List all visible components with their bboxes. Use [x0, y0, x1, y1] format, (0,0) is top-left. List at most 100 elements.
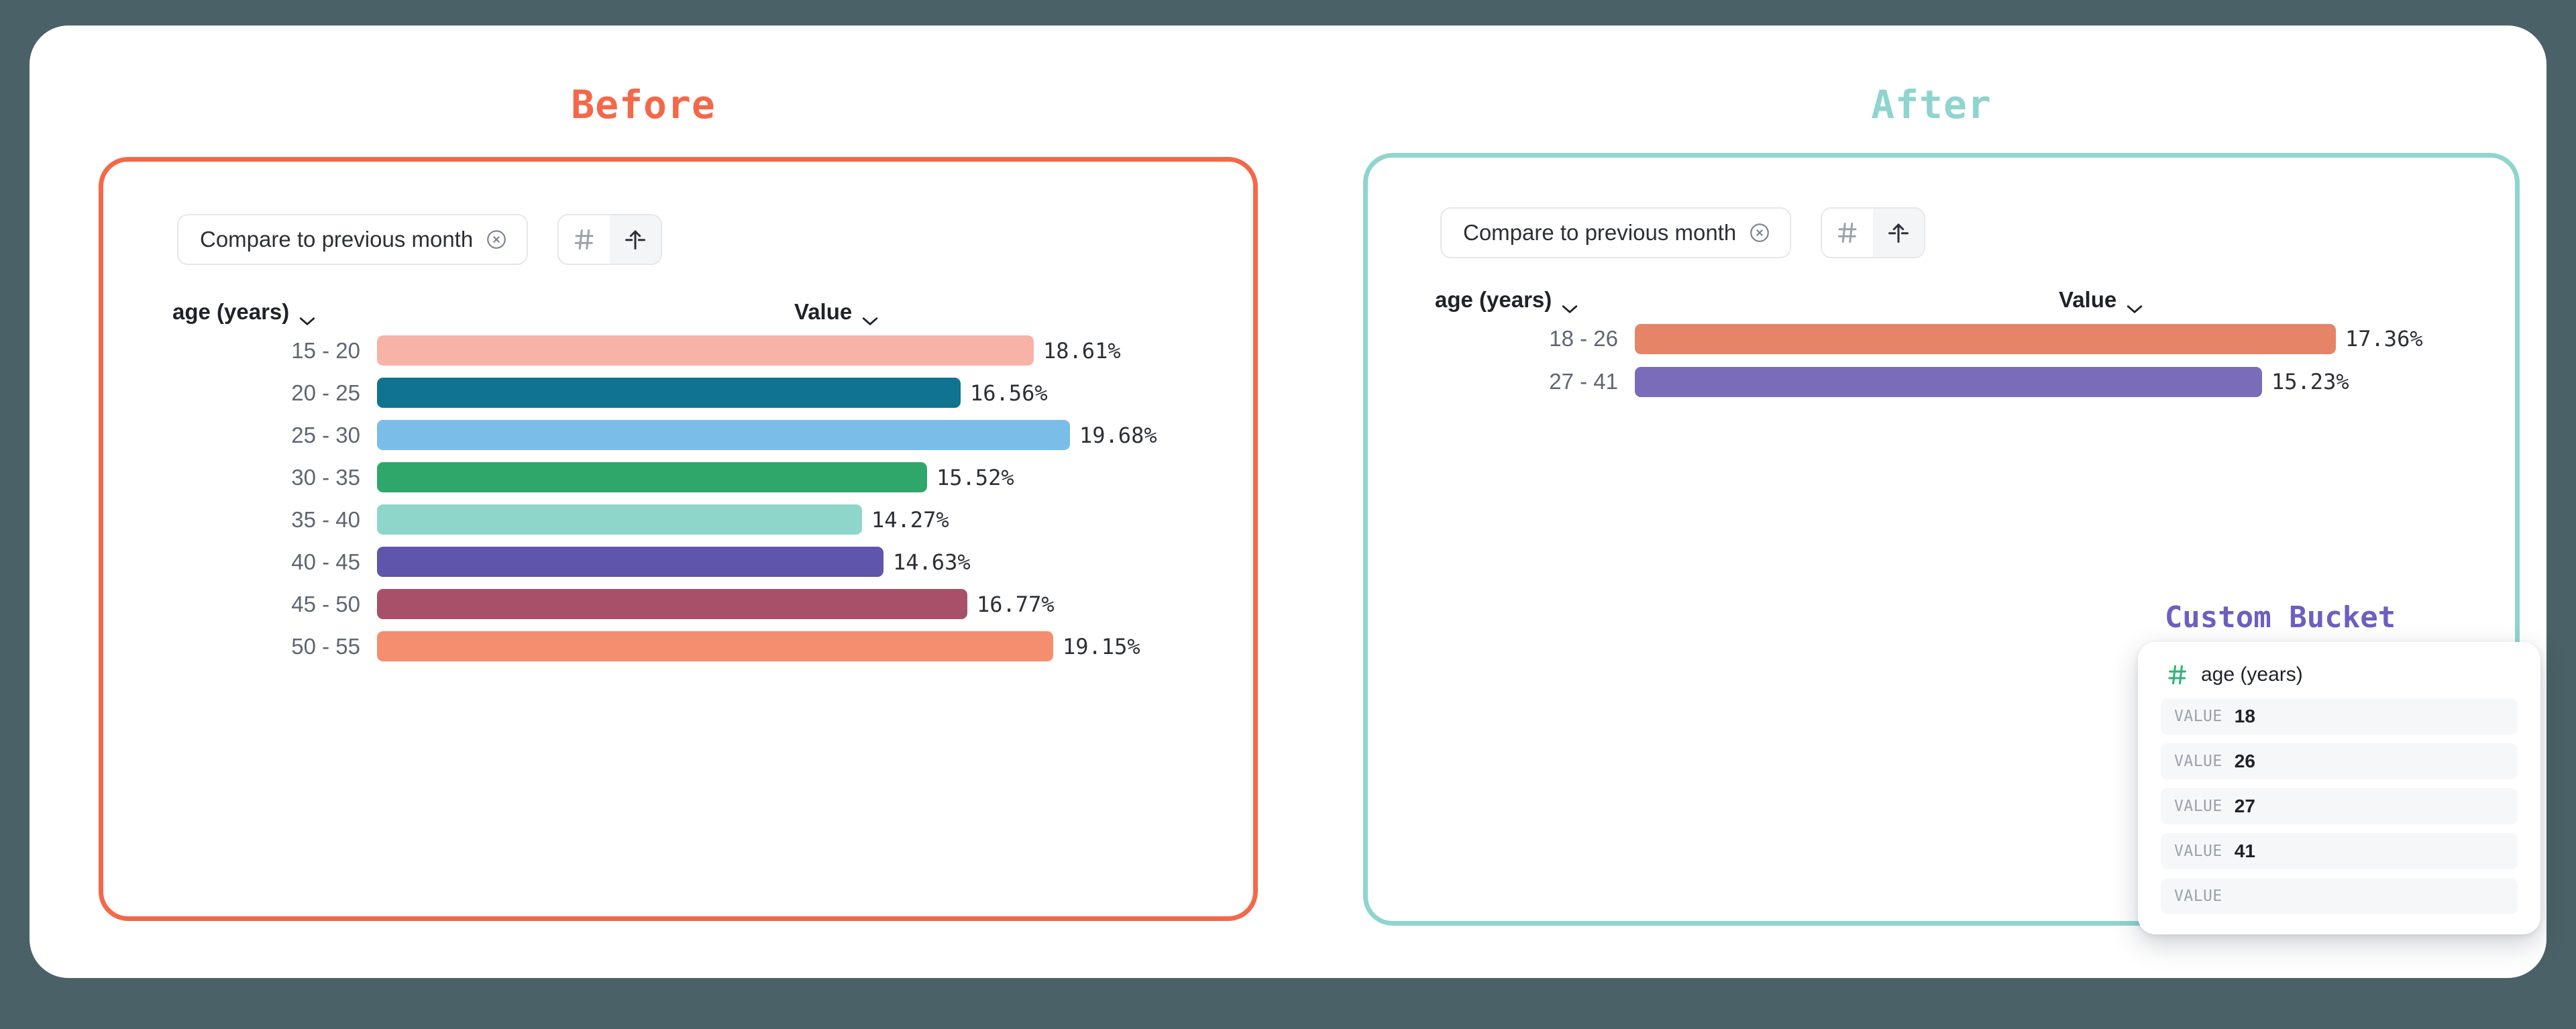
bar[interactable] [377, 378, 961, 408]
bar-track: 19.15% [377, 631, 1140, 661]
column-header-dimension-label: age (years) [1435, 287, 1552, 312]
bar[interactable] [1635, 366, 2262, 397]
compare-chip-label: Compare to previous month [1463, 220, 1737, 245]
close-circle-icon[interactable] [1748, 221, 1771, 244]
bar-category-label: 18 - 26 [1549, 326, 1618, 351]
bar[interactable] [377, 589, 967, 619]
bar-row[interactable]: 45 - 50 16.77% [103, 583, 1253, 625]
bar-value-label: 19.15% [1063, 633, 1140, 659]
axis-arrow-icon [1886, 221, 1911, 245]
custom-bucket-row-value[interactable]: 26 [2234, 751, 2255, 771]
close-circle-icon[interactable] [485, 228, 508, 251]
bar-value-label: 17.36% [2345, 326, 2423, 351]
bar-row[interactable]: 30 - 35 15.52% [103, 456, 1253, 498]
axis-arrow-icon-button[interactable] [610, 215, 661, 264]
bar[interactable] [1635, 323, 2336, 354]
custom-bucket-row-value[interactable]: 27 [2234, 796, 2255, 816]
custom-bucket-row[interactable]: VALUE [2161, 878, 2518, 914]
bar-category-label: 27 - 41 [1549, 369, 1618, 394]
bar[interactable] [377, 335, 1034, 366]
bar-track: 15.52% [377, 462, 1014, 492]
column-header-dimension-after[interactable]: age (years) [1435, 287, 1578, 313]
custom-bucket-row-label: VALUE [2174, 708, 2222, 725]
app-card: Before After Compare to previous month [30, 25, 2546, 978]
bar-row[interactable]: 15 - 20 18.61% [103, 329, 1253, 372]
bar-chart-before: 15 - 20 18.61% 20 - 25 16.56% 25 - 30 19.68% 3… [103, 329, 1253, 667]
panel-after: Compare to previous month [1363, 153, 2540, 934]
bar-value-label: 18.61% [1043, 337, 1121, 364]
bar-row[interactable]: 20 - 25 16.56% [103, 372, 1253, 414]
custom-bucket-row[interactable]: VALUE 41 [2161, 833, 2518, 869]
bar-value-label: 15.52% [936, 464, 1014, 490]
compare-chip-before[interactable]: Compare to previous month [177, 214, 529, 265]
custom-bucket-row-label: VALUE [2174, 753, 2222, 770]
bar[interactable] [377, 547, 883, 577]
column-header-value-label: Value [2059, 287, 2117, 312]
column-header-dimension-label: age (years) [172, 299, 290, 324]
bar[interactable] [377, 631, 1053, 661]
bar-value-label: 15.23% [2271, 369, 2349, 394]
custom-bucket-row-label: VALUE [2174, 887, 2222, 905]
hash-icon [2166, 663, 2189, 686]
panel-before: Compare to previous month [99, 157, 1258, 921]
bar-row[interactable]: 25 - 30 19.68% [103, 414, 1253, 456]
bar[interactable] [377, 420, 1070, 450]
column-header-value-after[interactable]: Value [2059, 287, 2143, 313]
chevron-down-icon [1561, 294, 1578, 313]
bar-row[interactable]: 18 - 26 17.36% [1368, 317, 2515, 360]
bar-category-label: 35 - 40 [291, 506, 360, 532]
custom-bucket-field-name: age (years) [2201, 663, 2303, 686]
bar-category-label: 30 - 35 [291, 464, 360, 490]
bar-track: 14.27% [377, 504, 949, 535]
bar-track: 15.23% [1635, 366, 2349, 397]
bar-value-label: 14.63% [893, 549, 971, 575]
hash-icon [1835, 221, 1860, 245]
column-header-value-before[interactable]: Value [794, 299, 879, 325]
bar-row[interactable]: 50 - 55 19.15% [103, 625, 1253, 667]
axis-arrow-icon-button[interactable] [1873, 209, 1925, 257]
custom-bucket-row-list: VALUE 18 VALUE 26 VALUE 27 VALUE 41 VALUE [2161, 698, 2518, 914]
custom-bucket-row[interactable]: VALUE 26 [2161, 743, 2518, 779]
custom-bucket-row-value[interactable]: 18 [2234, 706, 2255, 726]
compare-chip-label: Compare to previous month [200, 227, 474, 252]
custom-bucket-row-value[interactable]: 41 [2234, 841, 2255, 861]
custom-bucket-title: Custom Bucket [2164, 600, 2396, 635]
custom-bucket-row[interactable]: VALUE 18 [2161, 698, 2518, 735]
bar-value-label: 16.77% [977, 591, 1055, 617]
bar[interactable] [377, 462, 927, 492]
hash-icon [572, 227, 596, 252]
compare-chip-after[interactable]: Compare to previous month [1440, 207, 1792, 258]
custom-bucket-field-header: age (years) [2161, 659, 2518, 698]
column-header-value-label: Value [794, 299, 853, 324]
custom-bucket-row-label: VALUE [2174, 843, 2222, 860]
bar-track: 14.63% [377, 547, 971, 577]
bar-row[interactable]: 27 - 41 15.23% [1368, 360, 2515, 403]
bar-row[interactable]: 40 - 45 14.63% [103, 541, 1253, 583]
custom-bucket-row[interactable]: VALUE 27 [2161, 788, 2518, 824]
toolbar-before: Compare to previous month [177, 214, 663, 265]
view-mode-segmented-after[interactable] [1821, 207, 1926, 258]
chevron-down-icon [299, 307, 316, 325]
panel-title-before: Before [571, 82, 716, 127]
bar-track: 17.36% [1635, 323, 2423, 354]
custom-bucket-row-label: VALUE [2174, 798, 2222, 815]
view-mode-segmented-before[interactable] [557, 214, 663, 265]
hash-icon-button[interactable] [1822, 209, 1874, 257]
column-header-dimension-before[interactable]: age (years) [172, 299, 316, 325]
bar[interactable] [377, 504, 862, 535]
bar-track: 16.77% [377, 589, 1055, 619]
bar-category-label: 40 - 45 [291, 549, 360, 574]
bar-track: 19.68% [377, 420, 1157, 450]
hash-icon-button[interactable] [559, 215, 610, 264]
axis-arrow-icon [623, 227, 647, 252]
custom-bucket-popup: age (years) VALUE 18 VALUE 26 VALUE 27 VALUE 41… [2138, 642, 2540, 934]
bar-category-label: 20 - 25 [291, 380, 360, 405]
chevron-down-icon [2126, 294, 2143, 313]
chevron-down-icon [861, 307, 879, 325]
bar-category-label: 25 - 30 [291, 422, 360, 447]
bar-value-label: 19.68% [1079, 422, 1157, 448]
bar-category-label: 15 - 20 [291, 337, 360, 363]
bar-row[interactable]: 35 - 40 14.27% [103, 498, 1253, 541]
bar-track: 16.56% [377, 378, 1048, 408]
panel-title-after: After [1871, 82, 1992, 127]
